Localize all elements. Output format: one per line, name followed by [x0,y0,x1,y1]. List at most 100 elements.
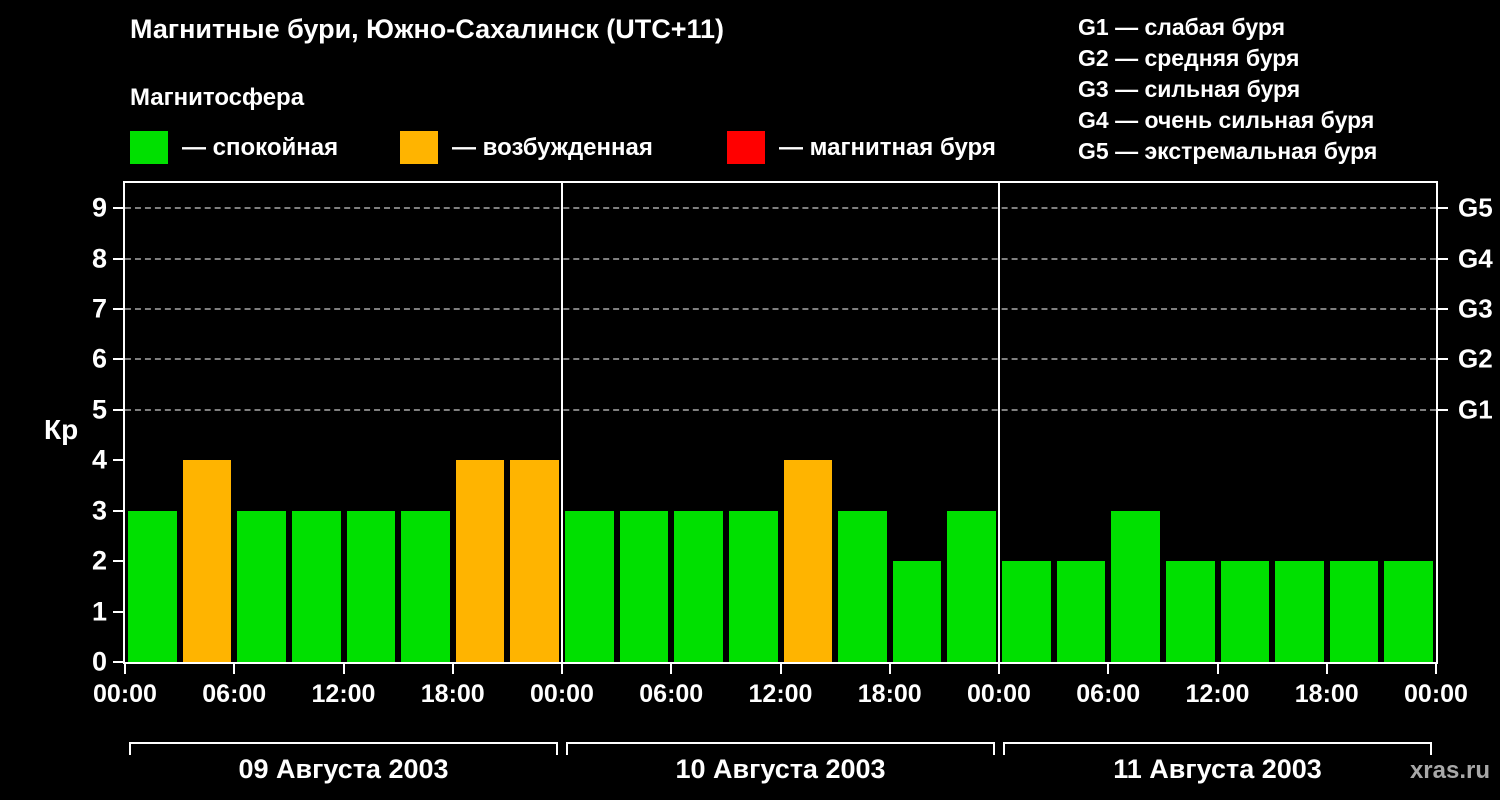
kp-bar [1111,510,1160,662]
g-legend-line: G4 — очень сильная буря [1078,107,1375,133]
x-axis-tick [998,664,1000,674]
kp-bar [346,510,396,662]
legend-item-excited: — возбужденная [400,131,653,164]
day-divider-line [561,183,563,662]
x-axis-tick-label: 00:00 [1404,680,1468,708]
x-axis-tick-label: 00:00 [93,680,157,708]
date-label: 09 Августа 2003 [238,754,449,784]
x-axis-tick [1216,664,1219,674]
excited-color-swatch [400,131,438,164]
kp-bar [1002,561,1051,662]
date-bracket-line [129,742,558,744]
date-bracket-line [566,742,995,744]
kp-gridline [125,257,1436,260]
kp-bar [510,460,559,662]
y-axis-tick [113,610,123,613]
right-axis-tick [1438,257,1448,260]
kp-bar [182,460,232,662]
x-axis-tick-label: 00:00 [967,680,1031,708]
storm-color-swatch [727,131,765,164]
y-axis-tick-label: 6 [91,343,107,374]
x-axis-tick-label: 06:00 [202,680,267,708]
right-axis-tick [1438,207,1448,210]
kp-bar [892,561,942,662]
legend-item-quiet: — спокойная [130,131,338,164]
g-level-label: G5 [1458,192,1493,223]
y-axis-tick [113,308,123,311]
magnetosphere-legend-heading: Магнитосфера [130,84,305,111]
kp-bar [728,510,778,662]
x-axis-tick [342,664,345,674]
kp-bar [619,510,669,662]
legend-item-storm: — магнитная буря [727,131,996,164]
date-label: 11 Августа 2003 [1113,754,1322,784]
y-axis-tick-label: 9 [91,192,107,223]
kp-bar [783,460,833,662]
y-axis-tick [113,408,123,411]
kp-gridline [125,358,1436,361]
right-axis-tick [1438,408,1448,411]
kp-gridline [125,308,1436,311]
kp-bar [1165,561,1215,662]
date-bracket-tick [556,742,558,755]
x-axis-tick [1107,664,1110,674]
y-axis-tick-label: 2 [91,545,107,576]
kp-bar [237,510,286,662]
y-axis-tick-label: 7 [91,293,107,324]
x-axis-tick-label: 18:00 [857,680,922,708]
date-bracket-tick [566,742,568,755]
y-axis-tick [113,358,123,361]
x-axis-tick [670,664,673,674]
y-axis-tick [113,661,123,663]
date-label: 10 Августа 2003 [675,754,886,784]
date-bracket-tick [1430,742,1432,755]
plot-area [125,183,1436,662]
magnetosphere-legend: — спокойная — возбужденная — магнитная бур… [0,131,1500,167]
kp-bar [128,510,177,662]
y-axis-title: Кр [44,414,79,446]
y-axis-tick-label: 4 [91,444,107,475]
x-axis-tick-label: 18:00 [420,680,485,708]
x-axis-tick-label: 18:00 [1294,680,1359,708]
kp-bar [674,510,723,662]
x-axis-tick [451,664,454,674]
kp-bar [1056,561,1106,662]
g-legend-line: G2 — средняя буря [1078,45,1300,71]
y-axis-tick [113,459,123,462]
y-axis-tick [113,509,123,512]
x-axis-tick [561,664,563,674]
g-level-label: G3 [1458,293,1493,324]
kp-bar [1384,561,1433,662]
g-legend-line: G3 — сильная буря [1078,76,1301,102]
day-divider-line [998,183,1000,662]
x-axis-tick [124,664,126,674]
kp-bar [565,510,614,662]
kp-bar [838,510,887,662]
y-axis-tick [113,257,123,260]
right-axis-tick [1438,308,1448,311]
date-bracket-tick [993,742,995,755]
x-axis-tick [1325,664,1328,674]
right-axis-tick [1438,358,1448,361]
kp-gridline [125,408,1436,411]
y-axis-tick-label: 1 [91,596,107,627]
g-level-label: G4 [1458,243,1493,274]
legend-item-label: — спокойная [182,133,339,161]
legend-item-label: — магнитная буря [779,133,996,161]
g-level-label: G2 [1458,343,1493,374]
x-axis-tick-label: 12:00 [748,680,813,708]
date-bracket-line [1003,742,1432,744]
kp-bar [947,510,996,662]
y-axis-tick-label: 8 [91,243,107,274]
g-legend-line: G1 — слабая буря [1078,14,1286,40]
g-level-label: G1 [1458,394,1493,425]
x-axis-tick [233,664,236,674]
kp-bar [1220,561,1270,662]
x-axis-tick-label: 06:00 [1076,680,1141,708]
kp-bar [1275,561,1324,662]
y-axis-tick-label: 5 [91,394,107,425]
kp-gridline [125,207,1436,210]
x-axis-tick-label: 12:00 [311,680,376,708]
kp-bar [1329,561,1379,662]
